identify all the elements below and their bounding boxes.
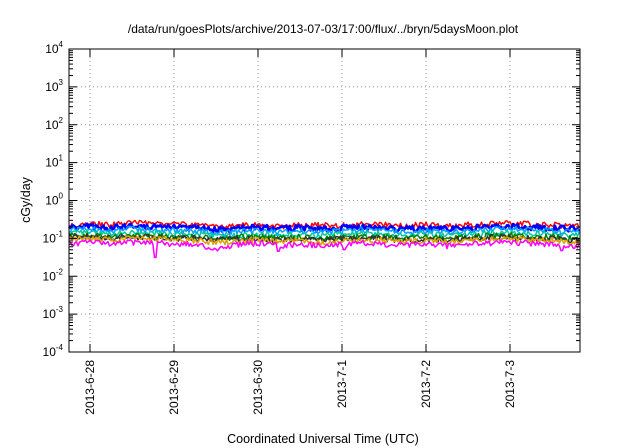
x-tick-label: 2013-7-2 bbox=[419, 360, 433, 408]
data-series bbox=[68, 219, 581, 259]
x-tick-label: 2013-6-30 bbox=[251, 360, 265, 415]
x-tick-label: 2013-7-1 bbox=[335, 360, 349, 408]
tick-labels: 104 103 102 101 100 10-1 10-2 10-3 10-4 2013-6-28… bbox=[43, 40, 517, 415]
series-line bbox=[68, 222, 581, 234]
x-tick-label: 2013-7-3 bbox=[503, 360, 517, 408]
series-line bbox=[68, 229, 580, 240]
y-tick-label: 100 bbox=[45, 192, 63, 208]
y-tick-label: 10-3 bbox=[43, 305, 64, 321]
series-line bbox=[68, 235, 580, 246]
x-tick-label: 2013-6-29 bbox=[167, 360, 181, 415]
y-tick-label: 102 bbox=[45, 116, 63, 132]
series-line bbox=[68, 239, 580, 259]
y-tick-label: 10-2 bbox=[43, 267, 64, 283]
y-tick-label: 10-1 bbox=[43, 229, 64, 245]
grid-lines bbox=[69, 49, 580, 352]
y-tick-label: 101 bbox=[45, 154, 63, 170]
y-tick-label: 10-4 bbox=[43, 343, 64, 359]
y-tick-label: 104 bbox=[45, 40, 63, 56]
chart-title: /data/run/goesPlots/archive/2013-07-03/1… bbox=[128, 22, 519, 36]
y-tick-label: 103 bbox=[45, 78, 63, 94]
y-axis-label: cGy/day bbox=[19, 176, 33, 223]
series-line bbox=[68, 225, 580, 237]
x-axis-label: Coordinated Universal Time (UTC) bbox=[227, 432, 419, 446]
axis-ticks bbox=[69, 48, 580, 353]
x-tick-label: 2013-6-28 bbox=[83, 360, 97, 415]
